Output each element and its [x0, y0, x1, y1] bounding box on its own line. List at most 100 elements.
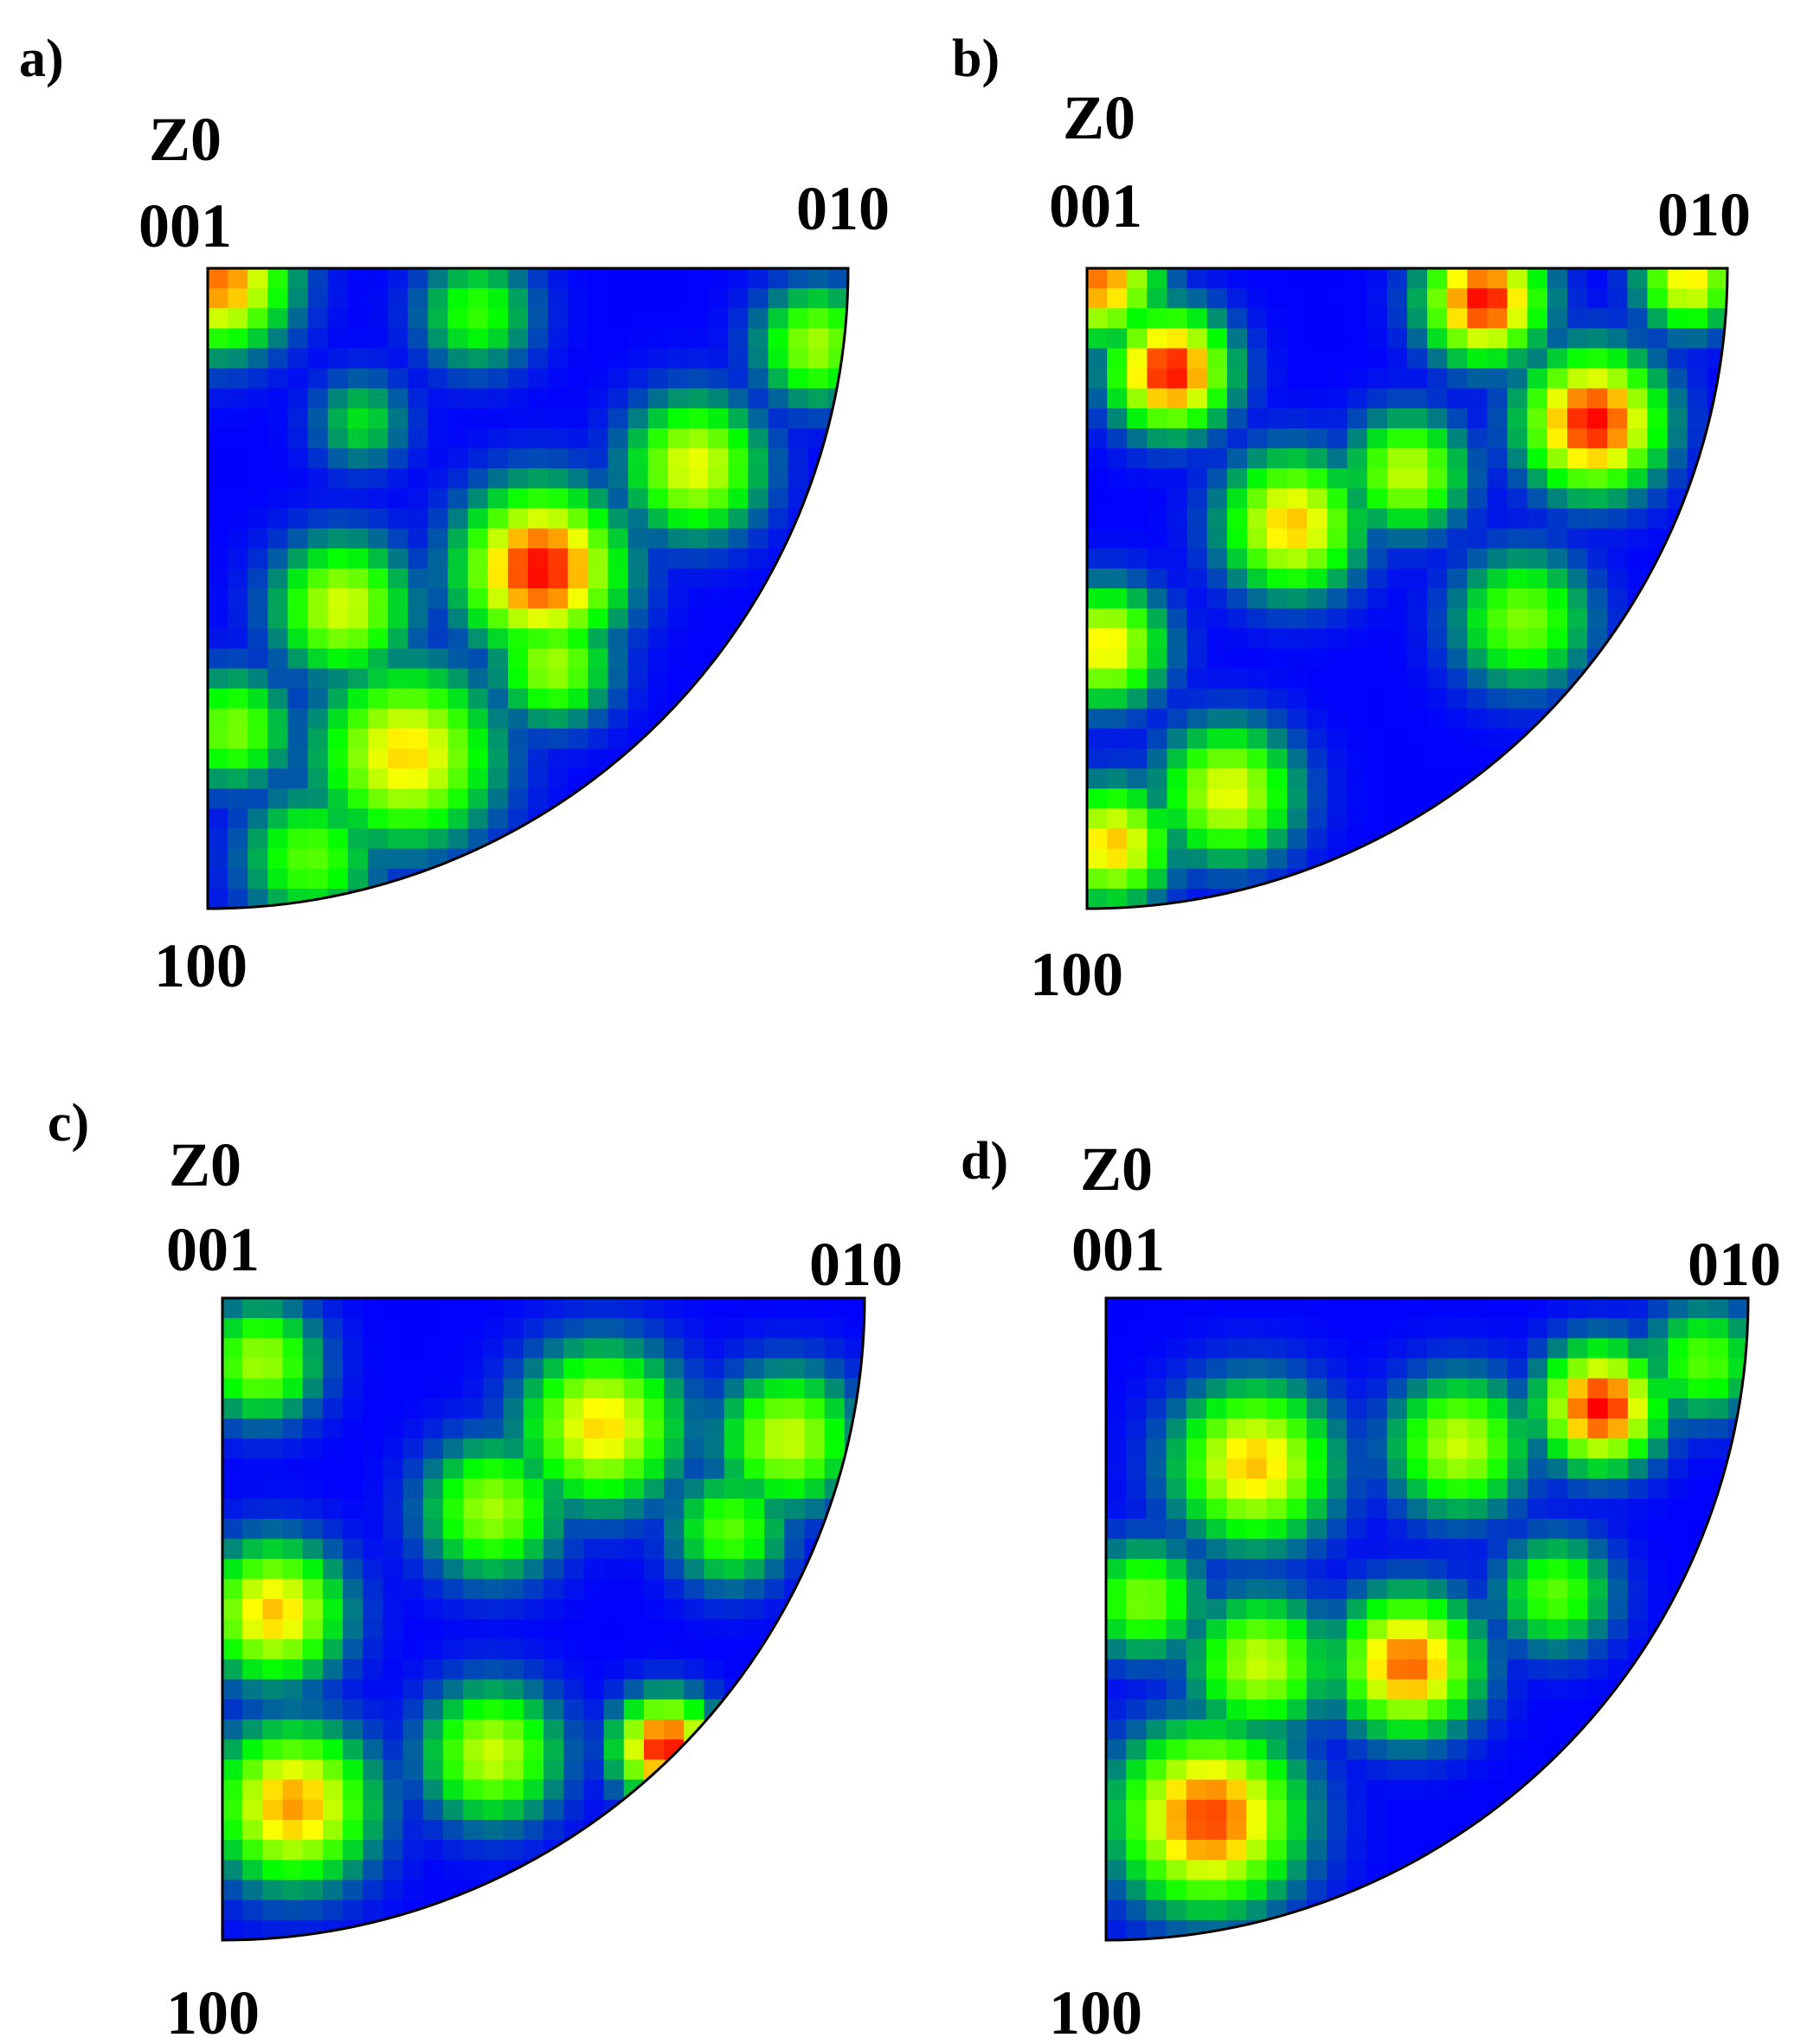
- intensity-cell: [1547, 528, 1568, 550]
- intensity-cell: [422, 1378, 444, 1399]
- intensity-cell: [347, 268, 369, 289]
- intensity-cell: [422, 1659, 444, 1681]
- intensity-cell: [208, 868, 228, 890]
- intensity-cell: [383, 1398, 404, 1419]
- intensity-cell: [1467, 1298, 1489, 1319]
- intensity-cell: [1386, 1418, 1408, 1440]
- intensity-cell: [402, 1398, 424, 1419]
- intensity-cell: [248, 708, 269, 730]
- intensity-cell: [1327, 708, 1348, 730]
- intensity-cell: [1327, 1799, 1348, 1821]
- intensity-cell: [463, 1338, 485, 1359]
- intensity-cell: [467, 388, 489, 409]
- intensity-cell: [282, 1819, 304, 1841]
- intensity-cell: [383, 1739, 404, 1761]
- intensity-cell: [1386, 628, 1408, 650]
- intensity-cell: [1547, 1298, 1569, 1319]
- intensity-cell: [1547, 588, 1568, 609]
- intensity-cell: [1487, 1619, 1508, 1640]
- intensity-cell: [347, 808, 369, 830]
- intensity-cell: [347, 728, 369, 749]
- intensity-cell: [1106, 1519, 1127, 1540]
- intensity-cell: [1667, 428, 1688, 449]
- intensity-cell: [368, 528, 389, 550]
- intensity-cell: [1166, 1719, 1187, 1740]
- intensity-cell: [1607, 1418, 1629, 1440]
- intensity-cell: [1286, 1398, 1308, 1419]
- intensity-cell: [1247, 468, 1268, 490]
- intensity-cell: [1186, 1619, 1207, 1640]
- intensity-cell: [543, 1498, 564, 1520]
- intensity-cell: [1267, 728, 1289, 749]
- intensity-cell: [1406, 1298, 1428, 1319]
- intensity-cell: [503, 1598, 524, 1620]
- intensity-cell: [647, 668, 669, 690]
- intensity-cell: [528, 588, 549, 609]
- intensity-cell: [623, 1458, 645, 1480]
- intensity-cell: [1547, 1559, 1569, 1580]
- intensity-cell: [383, 1318, 404, 1340]
- intensity-cell: [1127, 688, 1148, 710]
- intensity-cell: [483, 1519, 505, 1540]
- intensity-cell: [1106, 1799, 1127, 1821]
- intensity-cell: [1386, 468, 1408, 490]
- intensity-cell: [1186, 1679, 1207, 1700]
- intensity-cell: [267, 728, 289, 749]
- intensity-cell: [528, 688, 549, 710]
- intensity-cell: [1306, 1318, 1328, 1340]
- map-label-d: Z0: [1080, 1134, 1153, 1204]
- intensity-cell: [1146, 1478, 1167, 1500]
- intensity-cell: [1587, 548, 1609, 569]
- intensity-cell: [1107, 868, 1129, 890]
- intensity-cell: [804, 1619, 826, 1640]
- intensity-cell: [262, 1619, 284, 1640]
- intensity-cell: [1687, 268, 1708, 289]
- intensity-cell: [1127, 808, 1148, 830]
- intensity-cell: [422, 1619, 444, 1640]
- intensity-cell: [363, 1358, 384, 1379]
- intensity-cell: [768, 448, 789, 470]
- intensity-cell: [1507, 1619, 1528, 1640]
- intensity-cell: [1246, 1398, 1268, 1419]
- intensity-cell: [1147, 868, 1168, 890]
- intensity-cell: [1127, 528, 1148, 550]
- intensity-cell: [428, 728, 449, 749]
- intensity-cell: [1266, 1779, 1288, 1801]
- intensity-cell: [548, 508, 569, 530]
- intensity-cell: [1487, 1438, 1508, 1460]
- intensity-cell: [1107, 608, 1129, 630]
- intensity-cell: [388, 368, 409, 389]
- intensity-cell: [347, 328, 369, 350]
- intensity-cell: [1146, 1318, 1167, 1340]
- intensity-cell: [643, 1498, 665, 1520]
- intensity-cell: [503, 1398, 524, 1419]
- intensity-cell: [1167, 668, 1188, 690]
- intensity-cell: [664, 1598, 685, 1620]
- intensity-cell: [443, 1919, 465, 1940]
- intensity-cell: [1147, 468, 1168, 490]
- intensity-cell: [1487, 508, 1508, 530]
- intensity-cell: [242, 1819, 264, 1841]
- intensity-cell: [1667, 448, 1688, 470]
- intensity-cell: [1367, 608, 1388, 630]
- intensity-cell: [1487, 1458, 1508, 1480]
- intensity-cell: [1607, 1478, 1629, 1500]
- intensity-cell: [267, 368, 289, 389]
- intensity-cell: [568, 528, 589, 550]
- intensity-cell: [363, 1880, 384, 1901]
- intensity-cell: [507, 708, 529, 730]
- intensity-cell: [1246, 1659, 1268, 1681]
- intensity-cell: [1107, 528, 1129, 550]
- intensity-cell: [1427, 1438, 1448, 1460]
- intensity-cell: [1567, 1679, 1589, 1700]
- intensity-cell: [1707, 388, 1727, 409]
- intensity-cell: [684, 1378, 705, 1399]
- intensity-cell: [1447, 688, 1469, 710]
- intensity-cell: [343, 1598, 364, 1620]
- intensity-cell: [1507, 448, 1528, 470]
- intensity-cell: [688, 368, 709, 389]
- intensity-cell: [1527, 1619, 1548, 1640]
- intensity-cell: [588, 488, 609, 510]
- intensity-cell: [228, 488, 249, 510]
- intensity-cell: [322, 1899, 344, 1921]
